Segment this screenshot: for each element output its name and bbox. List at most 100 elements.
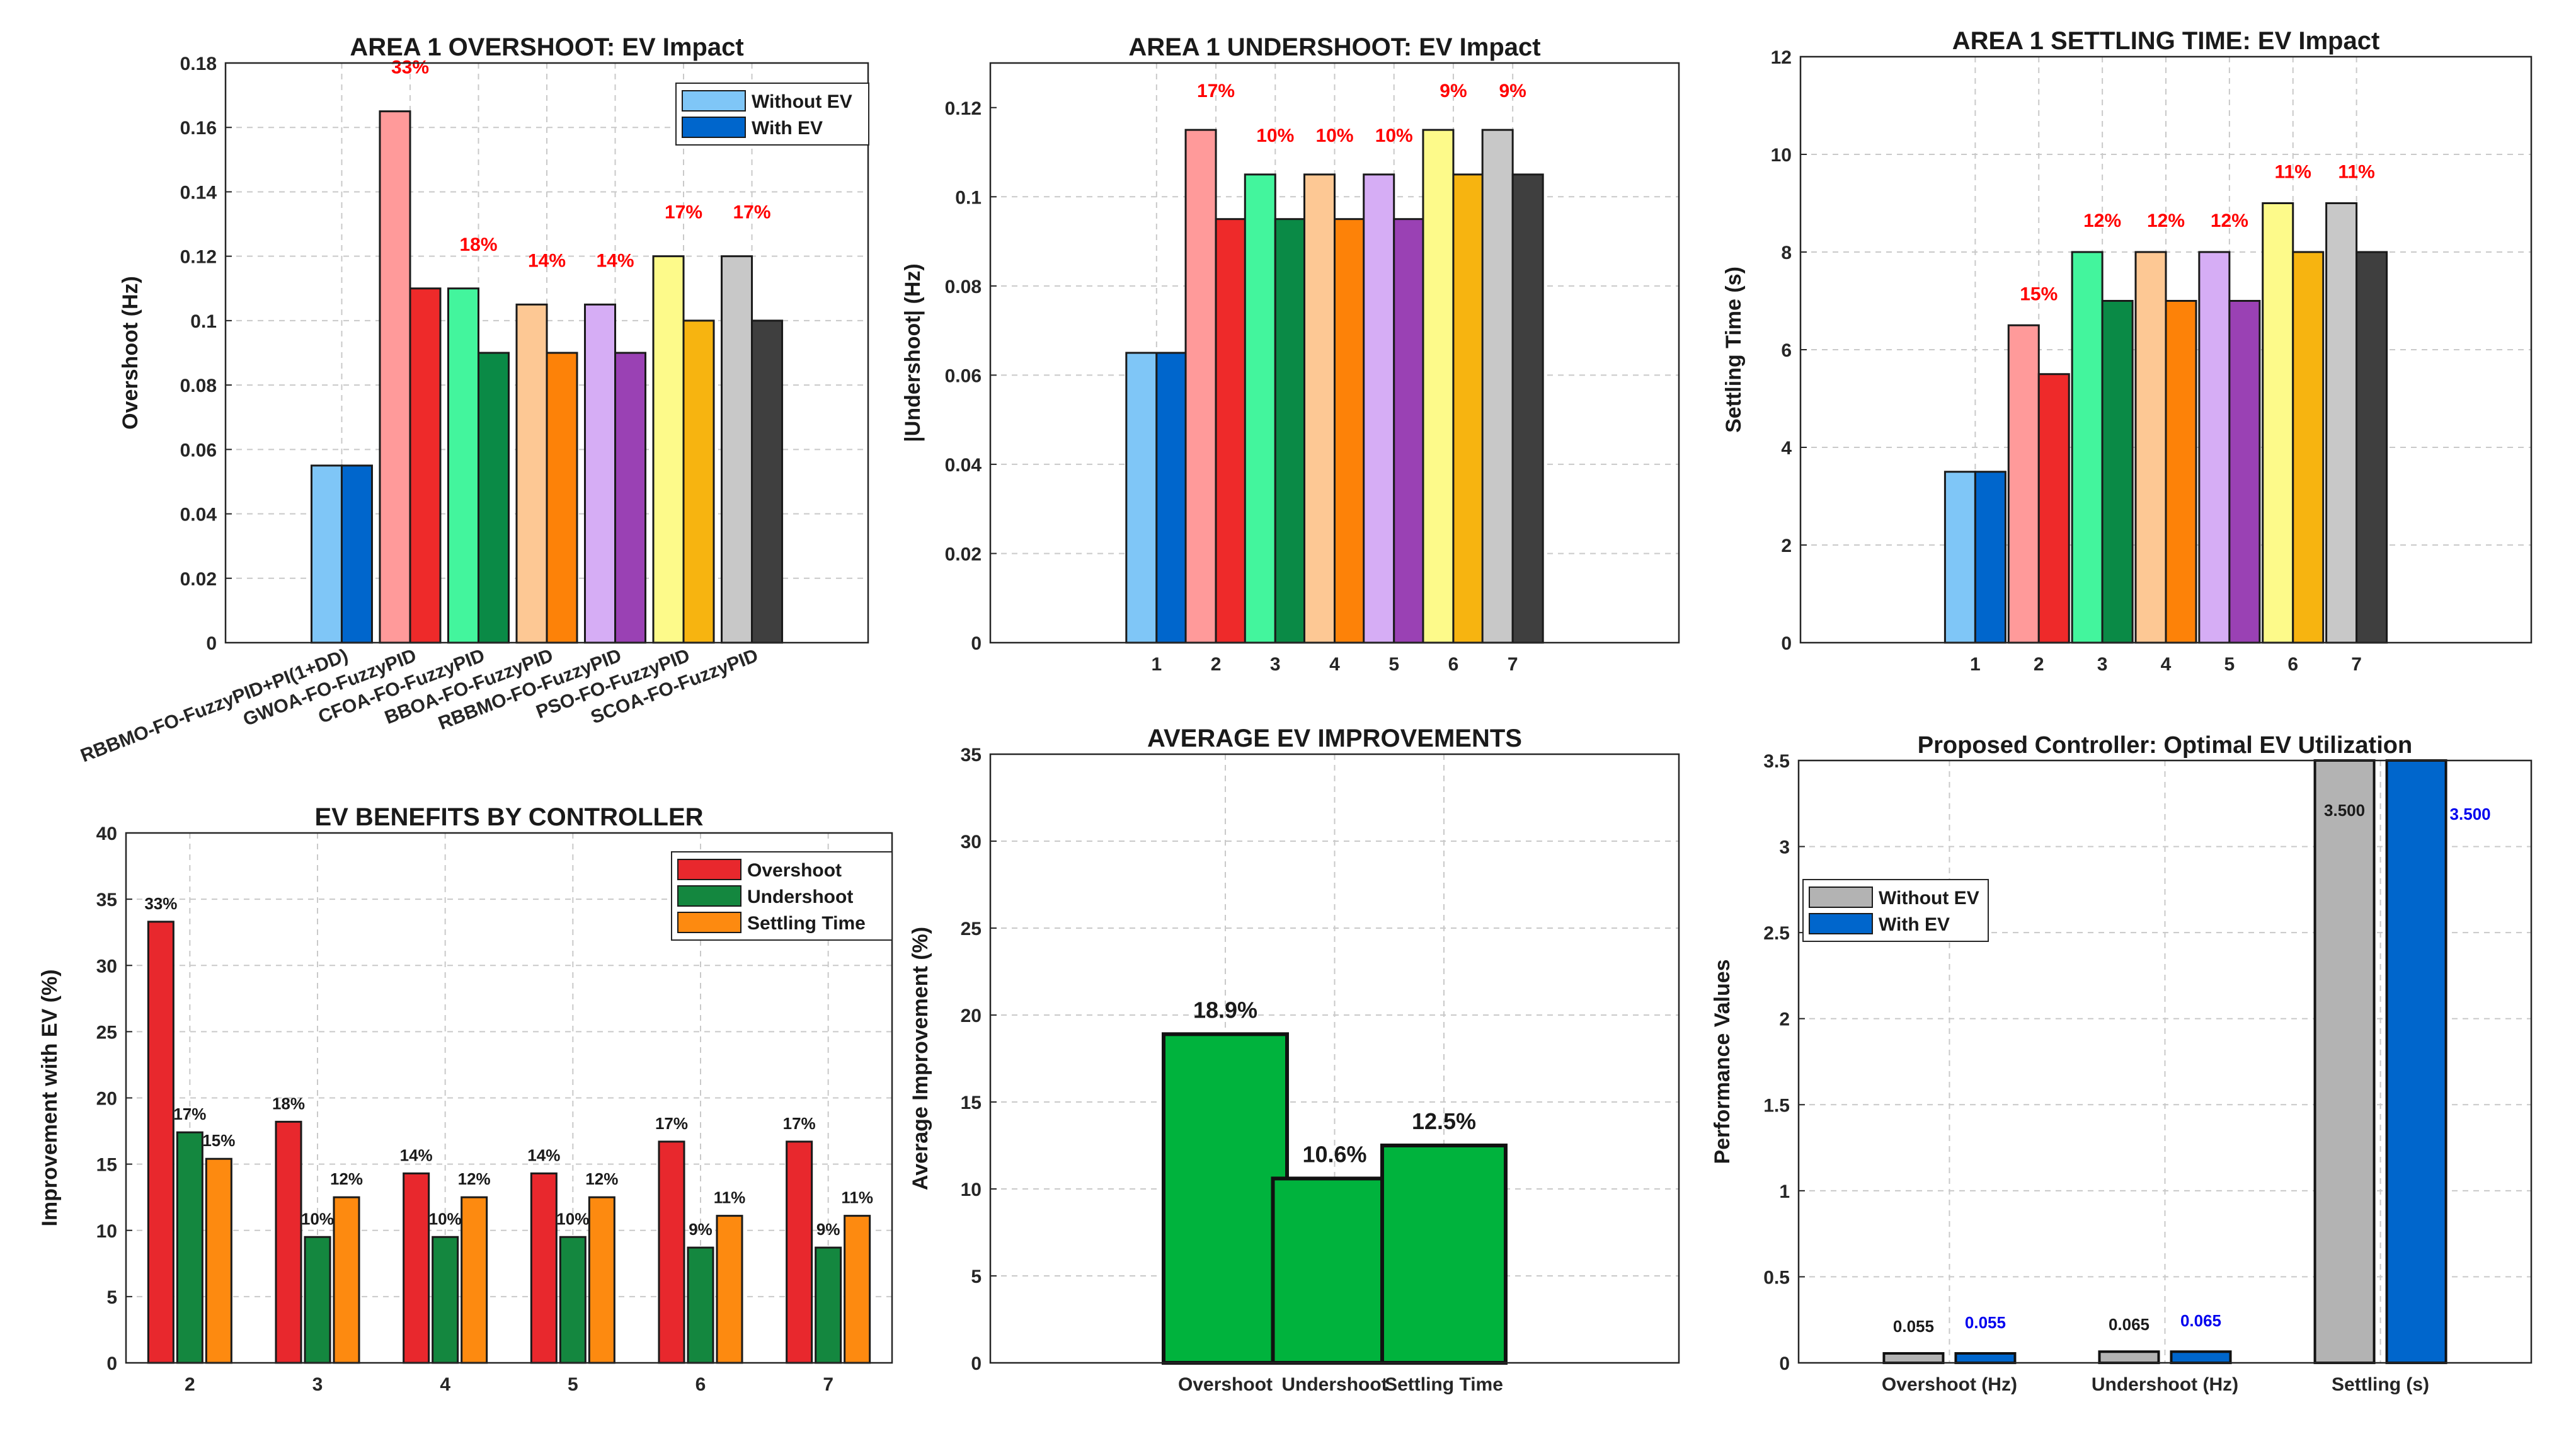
legend-swatch	[1809, 887, 1873, 908]
bar-with-ev	[340, 464, 373, 644]
improvement-annotation: 14%	[528, 250, 566, 271]
bar-without-ev	[2134, 251, 2167, 644]
bar-with-ev	[2101, 300, 2134, 644]
x-tick-label: 4	[440, 1374, 450, 1395]
y-tick-label: 8	[1781, 243, 1792, 263]
chart-6: Proposed Controller: Optimal EV Utilizat…	[1710, 732, 2533, 1395]
x-tick-label: Undershoot	[1281, 1374, 1387, 1395]
bar-with-ev	[1393, 218, 1426, 644]
improvement-annotation: 17%	[665, 202, 702, 223]
bar-undershoot	[432, 1236, 459, 1364]
y-tick-label: 0.1	[955, 187, 982, 208]
bar-undershoot	[687, 1246, 714, 1364]
x-tick-label: 7	[2351, 654, 2362, 675]
y-tick-label: 0	[971, 1353, 982, 1374]
bar-value-label: 15%	[202, 1131, 235, 1150]
y-tick-label: 2	[1779, 1009, 1790, 1030]
x-tick-label: 3	[312, 1374, 323, 1395]
bar-value-label: 11%	[841, 1188, 873, 1207]
bar-without-ev	[721, 255, 753, 644]
x-tick-label: 2	[2034, 654, 2044, 675]
bar-value-label: 33%	[144, 894, 177, 913]
bar-average	[1162, 1032, 1290, 1365]
bar-with-ev	[1215, 218, 1247, 644]
bar-average	[1380, 1144, 1508, 1365]
bar-settling-time	[588, 1196, 615, 1364]
legend-label: Undershoot	[747, 887, 853, 907]
bar-with-ev	[2292, 251, 2325, 644]
y-axis-label: Improvement with EV (%)	[38, 969, 62, 1226]
legend-label: Without EV	[752, 91, 852, 112]
chart-3: AREA 1 SETTLING TIME: EV Impact Settling …	[1722, 27, 2533, 675]
bar-undershoot	[176, 1131, 203, 1364]
y-tick-label: 0.02	[945, 544, 982, 565]
chart-title: AVERAGE EV IMPROVEMENTS	[1147, 725, 1522, 752]
y-tick-label: 0.02	[180, 569, 217, 590]
bar-with-ev	[2165, 300, 2197, 644]
axes-frame	[125, 832, 893, 1364]
y-tick-label: 2.5	[1763, 923, 1790, 944]
x-tick-label: 5	[568, 1374, 578, 1395]
bar-overshoot	[530, 1172, 558, 1364]
y-tick-label: 1.5	[1763, 1095, 1790, 1116]
bar-with-ev	[546, 352, 578, 644]
x-tick-label: 7	[1508, 654, 1518, 675]
y-tick-label: 0.08	[180, 376, 217, 396]
y-tick-label: 6	[1781, 340, 1792, 361]
bar-with-ev	[1155, 352, 1188, 644]
improvement-annotation: 17%	[1197, 81, 1235, 101]
improvement-annotation: 14%	[596, 250, 634, 271]
bar-value-label: 17%	[655, 1114, 688, 1133]
bar-without-ev	[2325, 202, 2358, 644]
chart-title: Proposed Controller: Optimal EV Utilizat…	[1918, 732, 2412, 759]
improvement-annotation: 12%	[2083, 210, 2121, 231]
bar-value-label: 0.065	[2180, 1311, 2221, 1330]
y-tick-label: 25	[961, 919, 982, 939]
x-tick-label: 6	[1448, 654, 1459, 675]
improvement-annotation: 9%	[1499, 81, 1526, 101]
axes-frame	[224, 62, 869, 644]
bar-without-ev	[2071, 251, 2104, 644]
bar-undershoot	[304, 1236, 331, 1364]
y-tick-label: 12	[1771, 47, 1792, 68]
y-tick-label: 0.5	[1763, 1267, 1790, 1288]
bar-value-label: 0.055	[1893, 1317, 1934, 1336]
bar-value-label: 9%	[816, 1220, 840, 1239]
bar-without-ev	[447, 287, 479, 644]
bar-with-ev	[2356, 251, 2388, 644]
y-tick-label: 0	[106, 1353, 117, 1374]
y-tick-label: 30	[96, 956, 117, 977]
y-axis-label: Overshoot (Hz)	[118, 276, 142, 430]
bar-value-label: 9%	[689, 1220, 713, 1239]
bar-with-ev	[2228, 300, 2261, 644]
bar-with-ev	[477, 352, 510, 644]
legend-label: Settling Time	[747, 913, 866, 934]
y-tick-label: 5	[106, 1287, 117, 1308]
bar-without-ev	[1882, 1352, 1945, 1364]
y-tick-label: 0.08	[945, 277, 982, 297]
y-tick-label: 5	[971, 1266, 982, 1287]
legend-label: Without EV	[1879, 888, 1979, 909]
bar-without-ev	[1184, 129, 1217, 644]
bar-settling-time	[205, 1157, 232, 1364]
bar-without-ev	[310, 464, 343, 644]
y-tick-label: 0.12	[945, 98, 982, 119]
bar-without-ev	[1422, 129, 1455, 644]
x-tick-label: 1	[1970, 654, 1981, 675]
y-tick-label: 0	[206, 633, 217, 654]
bar-value-label: 10%	[556, 1209, 589, 1228]
bar-value-label: 11%	[714, 1188, 746, 1207]
chart-title: AREA 1 UNDERSHOOT: EV Impact	[1128, 33, 1540, 61]
y-tick-label: 30	[961, 832, 982, 852]
y-tick-label: 35	[96, 890, 117, 910]
bar-settling-time	[716, 1215, 743, 1364]
bar-with-ev	[1511, 173, 1544, 644]
x-tick-label: 2	[185, 1374, 195, 1395]
bar-with-ev	[1954, 1352, 2017, 1364]
x-tick-label: 3	[1270, 654, 1281, 675]
y-tick-label: 0.06	[945, 365, 982, 386]
x-tick-label: Overshoot (Hz)	[1882, 1374, 2017, 1395]
axes-frame	[989, 753, 1680, 1364]
legend-swatch	[682, 117, 746, 138]
